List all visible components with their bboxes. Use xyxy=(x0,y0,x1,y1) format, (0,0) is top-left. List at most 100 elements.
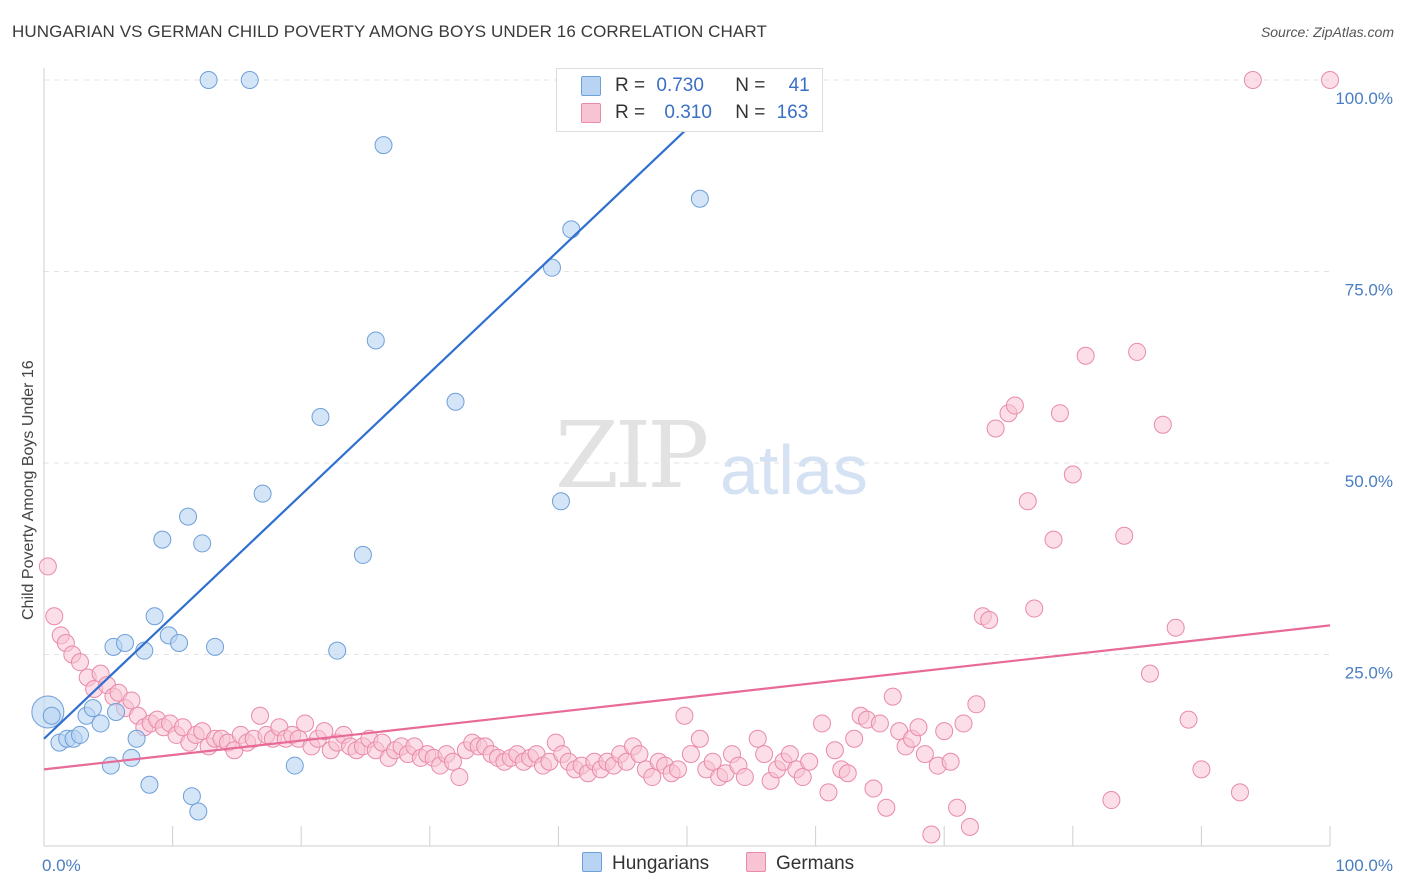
hungarians-point xyxy=(551,492,570,511)
hungarians-point xyxy=(353,545,372,564)
germans-point xyxy=(315,722,334,741)
hungarians-point xyxy=(285,756,304,775)
x-tick-label: 0.0% xyxy=(42,856,81,875)
watermark-atlas: atlas xyxy=(720,431,868,509)
hungarians-point xyxy=(199,71,218,89)
germans-point xyxy=(883,687,902,706)
grid-lines xyxy=(44,79,1330,655)
hungarians-point xyxy=(170,634,189,653)
y-axis-label: Child Poverty Among Boys Under 16 xyxy=(20,360,37,620)
germans-point xyxy=(967,695,986,714)
germans-point xyxy=(690,729,709,748)
hungarians-point xyxy=(690,189,709,208)
germans-point xyxy=(443,752,462,771)
germans-point xyxy=(1018,492,1037,511)
y-tick-label: 100.0% xyxy=(1335,89,1393,108)
hungarians-point xyxy=(253,484,272,503)
germans-point xyxy=(986,419,1005,438)
germans-point xyxy=(948,798,967,817)
hungarians-point xyxy=(42,706,61,725)
germans-point xyxy=(1230,783,1249,802)
hungarians-point xyxy=(83,699,102,718)
germans-point xyxy=(735,768,754,787)
hungarians-point xyxy=(374,136,393,155)
germans-point xyxy=(1140,664,1159,683)
germans-point xyxy=(1025,599,1044,618)
germans-point xyxy=(703,752,722,771)
germans-point xyxy=(45,607,64,626)
germans-trend-line xyxy=(43,624,1331,771)
germans-point xyxy=(909,718,928,737)
germans-point xyxy=(1076,346,1095,365)
hungarians-point xyxy=(311,408,330,427)
germans-point xyxy=(1044,530,1063,549)
hungarians-point xyxy=(91,714,110,733)
hungarians-point xyxy=(542,258,561,277)
hungarians-trend-line xyxy=(43,79,740,740)
germans-point xyxy=(1102,791,1121,810)
source-label: Source: ZipAtlas.com xyxy=(1260,24,1394,40)
hungarians-point xyxy=(240,71,259,89)
germans-point xyxy=(1166,618,1185,637)
germans-point xyxy=(122,691,141,710)
germans-point xyxy=(681,745,700,764)
germans-point xyxy=(755,745,774,764)
hungarians-point xyxy=(153,530,172,549)
germans-point xyxy=(251,706,270,725)
bottom-legend-hungarians: Hungarians xyxy=(582,852,709,875)
germans-point xyxy=(1321,71,1339,89)
watermark-zip: ZIP xyxy=(555,402,709,509)
y-tick-label: 75.0% xyxy=(1345,281,1393,300)
legend-n-value-germans: 163 xyxy=(776,102,809,123)
germans-point xyxy=(1192,760,1211,779)
legend-n-label: N = xyxy=(735,102,766,123)
germans-point xyxy=(864,779,883,798)
germans-point xyxy=(960,817,979,836)
germans-points xyxy=(38,71,1339,844)
hungarians-point xyxy=(140,775,159,794)
germans-point xyxy=(825,741,844,760)
germans-point xyxy=(630,745,649,764)
germans-point xyxy=(1179,710,1198,729)
germans-point xyxy=(1153,415,1172,434)
germans-point xyxy=(296,714,315,733)
germans-point xyxy=(71,653,90,672)
legend-r-value-germans: 0.310 xyxy=(664,102,712,123)
hungarians-point xyxy=(179,507,198,526)
hungarians-point xyxy=(206,637,225,656)
germans-point xyxy=(780,745,799,764)
germans-point xyxy=(870,714,889,733)
germans-point xyxy=(1128,342,1147,361)
legend-row-germans: R = 0.310 N = 163 xyxy=(581,102,808,126)
bottom-legend-germans: Germans xyxy=(746,852,854,875)
legend-n-value-hungarians: 41 xyxy=(788,75,810,96)
germans-point xyxy=(1063,465,1082,484)
bottom-legend-swatch-germans xyxy=(746,852,766,872)
germans-point xyxy=(1005,396,1024,415)
germans-point xyxy=(838,764,857,783)
hungarians-point xyxy=(107,702,126,721)
germans-point xyxy=(643,768,662,787)
legend-r-value-hungarians: 0.730 xyxy=(656,75,704,96)
hungarians-point xyxy=(101,756,120,775)
germans-point xyxy=(1243,71,1262,89)
legend-n-label: N = xyxy=(735,75,766,96)
hungarians-point xyxy=(366,331,385,350)
germans-point xyxy=(813,714,832,733)
germans-point xyxy=(954,714,973,733)
hungarians-point xyxy=(328,641,347,660)
legend-r-label: R = xyxy=(615,102,646,123)
hungarians-point xyxy=(71,725,90,744)
x-tick-label: 100.0% xyxy=(1335,856,1393,875)
hungarians-point xyxy=(145,607,164,626)
bottom-legend-label-germans: Germans xyxy=(776,853,855,874)
legend-row-hungarians: R = 0.730 N = 41 xyxy=(581,75,810,99)
germans-point xyxy=(980,611,999,630)
hungarians-point xyxy=(127,729,146,748)
germans-point xyxy=(935,722,954,741)
legend-swatch-germans xyxy=(581,102,601,123)
chart-title: HUNGARIAN VS GERMAN CHILD POVERTY AMONG … xyxy=(12,22,767,41)
hungarians-point xyxy=(193,534,212,553)
germans-point xyxy=(675,706,694,725)
germans-point xyxy=(819,783,838,802)
